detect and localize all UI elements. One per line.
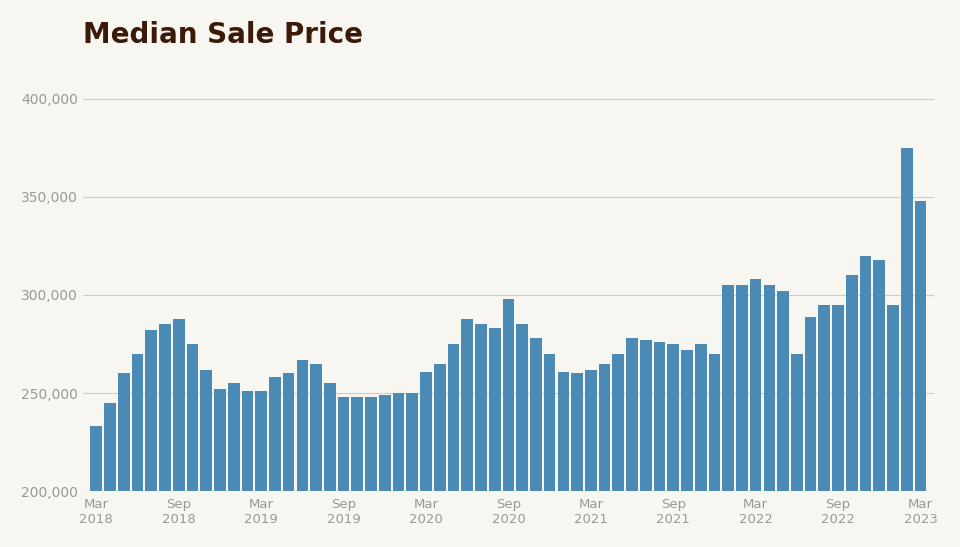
Bar [159, 324, 171, 547]
Bar [599, 364, 611, 547]
Bar [310, 364, 322, 547]
Bar [722, 285, 734, 547]
Bar [750, 280, 761, 547]
Text: Median Sale Price: Median Sale Price [83, 21, 363, 49]
Bar [255, 391, 267, 547]
Bar [654, 342, 665, 547]
Bar [530, 338, 541, 547]
Bar [804, 317, 816, 547]
Bar [447, 344, 459, 547]
Bar [682, 350, 693, 547]
Bar [571, 374, 583, 547]
Bar [324, 383, 336, 547]
Bar [695, 344, 707, 547]
Bar [791, 354, 803, 547]
Bar [778, 291, 789, 547]
Bar [887, 305, 899, 547]
Bar [543, 354, 556, 547]
Bar [242, 391, 253, 547]
Bar [420, 371, 432, 547]
Bar [462, 318, 473, 547]
Bar [832, 305, 844, 547]
Bar [640, 340, 652, 547]
Bar [900, 148, 913, 547]
Bar [297, 360, 308, 547]
Bar [201, 370, 212, 547]
Bar [406, 393, 419, 547]
Bar [763, 285, 776, 547]
Bar [708, 354, 720, 547]
Bar [612, 354, 624, 547]
Bar [214, 389, 226, 547]
Bar [283, 374, 295, 547]
Bar [874, 260, 885, 547]
Bar [338, 397, 349, 547]
Bar [516, 324, 528, 547]
Bar [393, 393, 404, 547]
Bar [118, 374, 130, 547]
Bar [90, 427, 102, 547]
Bar [132, 354, 143, 547]
Bar [736, 285, 748, 547]
Bar [269, 377, 280, 547]
Bar [379, 395, 391, 547]
Bar [626, 338, 637, 547]
Bar [186, 344, 199, 547]
Bar [819, 305, 830, 547]
Bar [365, 397, 377, 547]
Bar [228, 383, 239, 547]
Bar [558, 371, 569, 547]
Bar [667, 344, 679, 547]
Bar [173, 318, 184, 547]
Bar [145, 330, 157, 547]
Bar [351, 397, 363, 547]
Bar [860, 256, 872, 547]
Bar [846, 275, 857, 547]
Bar [503, 299, 515, 547]
Bar [585, 370, 597, 547]
Bar [105, 403, 116, 547]
Bar [475, 324, 487, 547]
Bar [434, 364, 445, 547]
Bar [915, 201, 926, 547]
Bar [489, 328, 500, 547]
